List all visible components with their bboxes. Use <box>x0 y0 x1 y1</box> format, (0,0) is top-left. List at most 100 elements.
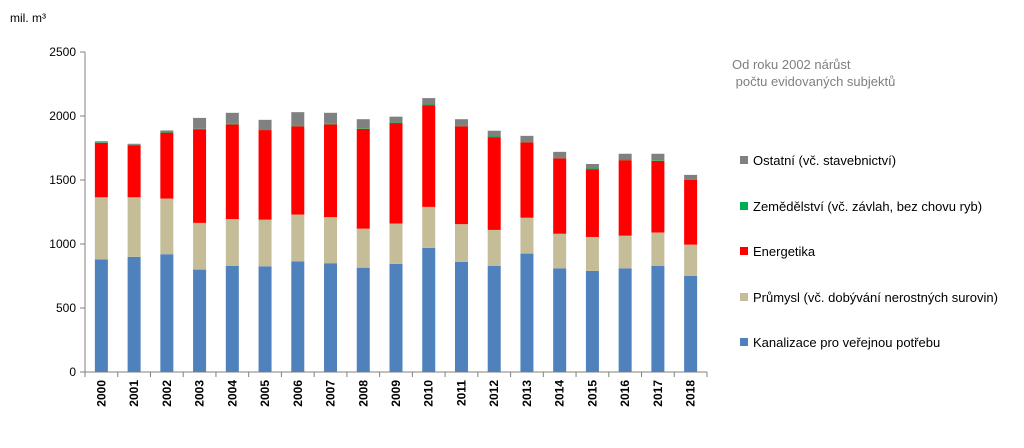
y-tick-label: 0 <box>69 365 76 379</box>
x-tick-label: 2014 <box>553 380 567 407</box>
bar-segment <box>127 145 141 198</box>
bar-segment <box>618 268 632 372</box>
bar-segment <box>684 179 698 180</box>
bar-segment <box>585 236 599 271</box>
bar-segment <box>454 126 468 225</box>
y-axis: 0 500 1000 1500 2000 2500 <box>49 45 86 379</box>
legend-label: Zemědělství (vč. závlah, bez chovu ryb) <box>753 199 982 214</box>
bar-segment <box>422 105 436 207</box>
bar-segment <box>160 198 174 255</box>
bar-segment <box>193 269 207 372</box>
bar-segment <box>225 112 239 124</box>
bar-segment <box>585 270 599 372</box>
bar-segment <box>454 125 468 127</box>
bar-segment <box>684 174 698 180</box>
bar-segment <box>94 141 108 143</box>
x-tick-label: 2017 <box>651 380 665 407</box>
y-tick-label: 2000 <box>49 109 76 123</box>
x-tick-label: 2013 <box>520 380 534 407</box>
bar-segment <box>553 151 567 158</box>
bar-segment <box>651 265 665 372</box>
bar-segment <box>487 265 501 372</box>
bar-segment <box>651 160 665 161</box>
x-tick-label: 2015 <box>585 380 599 407</box>
bar-segment <box>422 104 436 106</box>
bar-segment <box>553 157 567 159</box>
bar-segment <box>193 129 207 223</box>
bar-segment <box>553 158 567 234</box>
bar-segment <box>487 130 501 137</box>
y-tick-label: 500 <box>56 301 76 315</box>
legend-swatch <box>740 202 748 210</box>
bar-segment <box>422 247 436 372</box>
bar-segment <box>258 129 272 131</box>
y-tick-label: 2500 <box>49 45 76 59</box>
legend-label: Energetika <box>753 244 816 259</box>
legend-label: Kanalizace pro veřejnou potřebu <box>753 335 940 350</box>
bar-segment <box>487 137 501 230</box>
x-tick-label: 2003 <box>193 380 207 407</box>
y-tick-label: 1500 <box>49 173 76 187</box>
bar-segment <box>160 130 174 132</box>
bar-segment <box>324 217 338 264</box>
y-unit-label: mil. m³ <box>10 11 46 25</box>
bar-segment <box>160 132 174 199</box>
bar-segment <box>225 265 239 372</box>
bar-segment <box>127 197 141 257</box>
x-tick-label: 2000 <box>94 380 108 407</box>
bar-segment <box>356 128 370 229</box>
x-tick-label: 2008 <box>356 380 370 407</box>
bars <box>94 98 698 372</box>
bar-segment <box>454 119 468 126</box>
bar-segment <box>225 123 239 125</box>
bar-segment <box>291 125 305 127</box>
bar-segment <box>585 164 599 169</box>
bar-segment <box>520 135 534 142</box>
bar-segment <box>324 124 338 218</box>
bar-segment <box>520 217 534 254</box>
y-tick-label: 1000 <box>49 237 76 251</box>
x-axis: 2000 2001 2002 2003 2004 2005 2006 2007 2008 2009… <box>84 371 708 407</box>
bar-segment <box>389 223 403 264</box>
x-tick-label: 2005 <box>258 380 272 407</box>
bar-segment <box>487 229 501 266</box>
legend-swatch <box>740 156 748 164</box>
x-tick-label: 2011 <box>454 380 468 406</box>
bar-segment <box>193 117 207 129</box>
bar-segment <box>422 98 436 105</box>
bar-segment <box>225 219 239 266</box>
bar-segment <box>585 168 599 170</box>
bar-segment <box>225 124 239 220</box>
x-tick-label: 2016 <box>618 380 632 407</box>
bar-segment <box>291 261 305 372</box>
bar-segment <box>94 259 108 372</box>
bar-segment <box>684 244 698 276</box>
bar-segment <box>291 214 305 262</box>
bar-segment <box>356 119 370 129</box>
bar-segment <box>160 132 174 133</box>
bar-segment <box>94 142 108 143</box>
bar-segment <box>651 232 665 266</box>
note-line-1: Od roku 2002 nárůst <box>732 57 851 72</box>
bar-segment <box>618 153 632 160</box>
bar-segment <box>324 263 338 372</box>
legend: Ostatní (vč. stavebnictví) Zemědělství (v… <box>740 153 998 350</box>
bar-segment <box>258 119 272 130</box>
bar-segment <box>94 197 108 260</box>
x-tick-label: 2006 <box>291 380 305 407</box>
x-tick-label: 2018 <box>684 380 698 407</box>
bar-segment <box>651 153 665 161</box>
bar-segment <box>684 276 698 372</box>
x-tick-label: 2012 <box>487 380 501 407</box>
bar-segment <box>258 266 272 372</box>
bar-segment <box>258 219 272 267</box>
bar-segment <box>127 143 141 145</box>
bar-segment <box>291 112 305 126</box>
bar-segment <box>389 122 403 124</box>
bar-segment <box>291 126 305 215</box>
x-tick-label: 2002 <box>160 380 174 407</box>
legend-label: Ostatní (vč. stavebnictví) <box>753 153 896 168</box>
bar-segment <box>618 235 632 269</box>
legend-swatch <box>740 338 748 346</box>
